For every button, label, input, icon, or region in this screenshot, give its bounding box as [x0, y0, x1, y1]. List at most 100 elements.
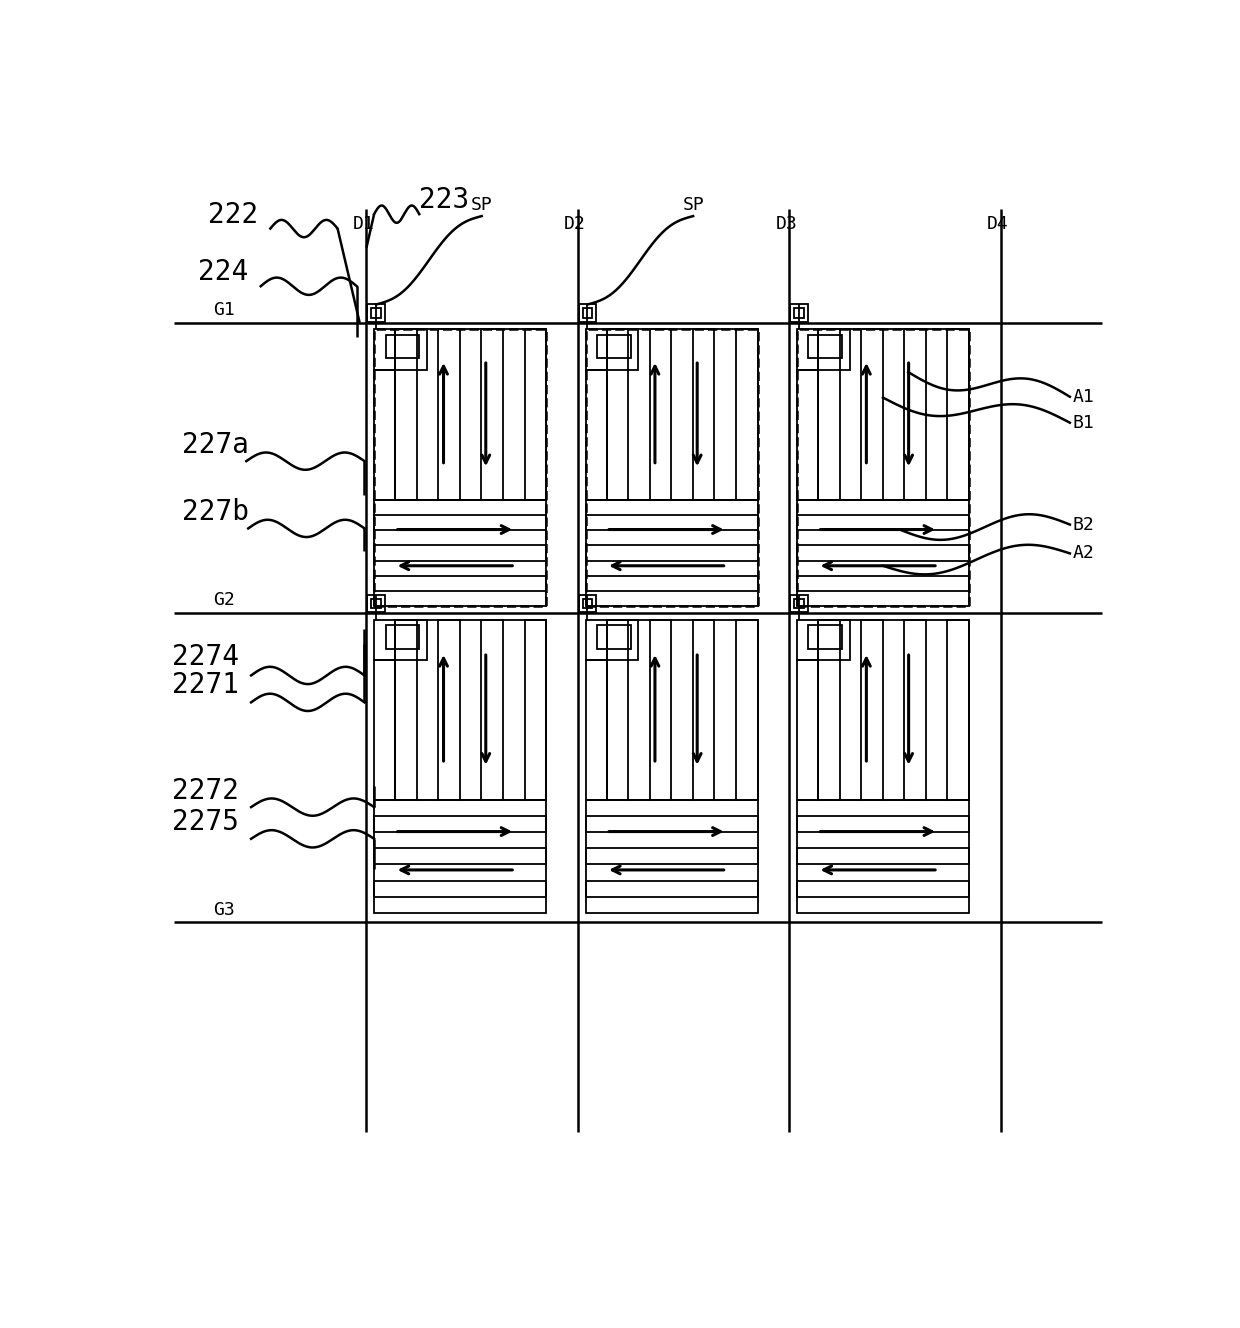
- Bar: [585, 660, 606, 799]
- Bar: [585, 576, 758, 591]
- Text: D4: D4: [987, 215, 1008, 234]
- Bar: [374, 817, 546, 833]
- Bar: [797, 576, 968, 591]
- Bar: [606, 620, 758, 799]
- Bar: [797, 329, 968, 607]
- Bar: [396, 329, 417, 499]
- Text: D1: D1: [352, 215, 374, 234]
- Bar: [525, 620, 546, 799]
- Bar: [797, 660, 818, 799]
- Bar: [396, 620, 417, 799]
- Bar: [371, 599, 381, 608]
- Bar: [797, 499, 968, 607]
- Text: SP: SP: [682, 197, 704, 214]
- Bar: [585, 546, 758, 560]
- Bar: [585, 499, 758, 607]
- Bar: [797, 369, 818, 499]
- Bar: [790, 595, 807, 612]
- Bar: [606, 329, 629, 499]
- Bar: [606, 620, 629, 799]
- Text: B2: B2: [1073, 515, 1095, 534]
- Text: 2272: 2272: [172, 777, 239, 805]
- Bar: [596, 335, 631, 359]
- Bar: [947, 620, 968, 799]
- Text: 227a: 227a: [182, 432, 249, 459]
- Text: G2: G2: [213, 591, 234, 610]
- Bar: [386, 625, 419, 648]
- Bar: [386, 335, 419, 359]
- Bar: [818, 329, 968, 499]
- Bar: [374, 620, 427, 660]
- Bar: [818, 329, 839, 499]
- Bar: [808, 625, 842, 648]
- Bar: [374, 799, 546, 912]
- Bar: [439, 329, 460, 499]
- Text: 2271: 2271: [172, 672, 239, 700]
- Bar: [797, 817, 968, 833]
- Bar: [797, 849, 968, 865]
- Bar: [862, 620, 883, 799]
- Bar: [947, 329, 968, 499]
- Bar: [396, 329, 546, 499]
- Bar: [585, 515, 758, 530]
- Bar: [579, 304, 596, 321]
- Bar: [374, 515, 546, 530]
- Bar: [374, 369, 396, 499]
- Bar: [596, 625, 631, 648]
- Text: G3: G3: [213, 900, 234, 919]
- Bar: [585, 620, 639, 660]
- Text: D2: D2: [564, 215, 585, 234]
- Bar: [737, 329, 758, 499]
- Bar: [797, 880, 968, 896]
- Bar: [818, 620, 968, 799]
- Text: 224: 224: [198, 258, 248, 287]
- Text: B1: B1: [1073, 414, 1095, 432]
- Bar: [737, 620, 758, 799]
- Bar: [585, 329, 758, 607]
- Bar: [794, 308, 804, 317]
- Bar: [525, 329, 546, 499]
- Bar: [794, 599, 804, 608]
- Bar: [650, 329, 671, 499]
- Bar: [585, 329, 639, 369]
- Bar: [585, 369, 606, 499]
- Bar: [439, 620, 460, 799]
- Text: A1: A1: [1073, 388, 1095, 406]
- Text: 2275: 2275: [172, 807, 239, 835]
- Bar: [374, 576, 546, 591]
- Bar: [797, 546, 968, 560]
- Bar: [797, 515, 968, 530]
- Bar: [585, 880, 758, 896]
- Bar: [904, 329, 926, 499]
- Bar: [374, 329, 546, 607]
- Bar: [585, 849, 758, 865]
- Bar: [396, 620, 546, 799]
- Bar: [374, 329, 427, 369]
- Bar: [606, 329, 758, 499]
- Bar: [371, 308, 381, 317]
- Bar: [808, 335, 842, 359]
- Text: 2274: 2274: [172, 643, 239, 671]
- Bar: [818, 620, 839, 799]
- Bar: [797, 799, 968, 912]
- Bar: [374, 499, 546, 607]
- Bar: [583, 599, 593, 608]
- Bar: [374, 849, 546, 865]
- Bar: [585, 799, 758, 912]
- Bar: [862, 329, 883, 499]
- Bar: [374, 660, 396, 799]
- Bar: [904, 620, 926, 799]
- Text: G1: G1: [213, 301, 234, 319]
- Bar: [367, 304, 384, 321]
- Bar: [374, 880, 546, 896]
- Bar: [585, 817, 758, 833]
- Text: 227b: 227b: [182, 498, 249, 526]
- Bar: [790, 304, 807, 321]
- Bar: [374, 546, 546, 560]
- Bar: [693, 329, 714, 499]
- Bar: [693, 620, 714, 799]
- Bar: [650, 620, 671, 799]
- Text: 222: 222: [208, 201, 258, 228]
- Bar: [481, 620, 503, 799]
- Bar: [797, 620, 849, 660]
